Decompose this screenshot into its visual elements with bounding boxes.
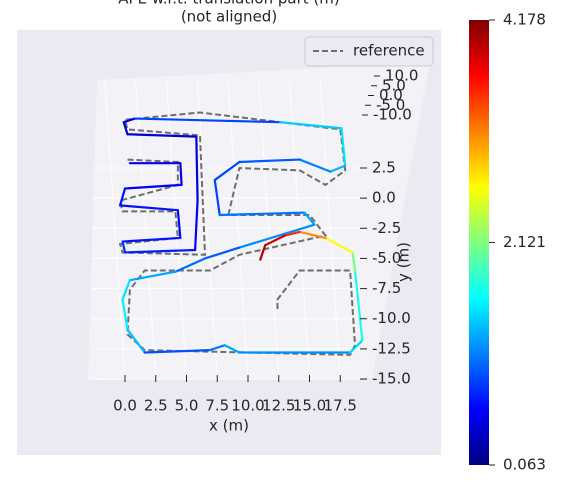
x-tick-label: 2.5 bbox=[144, 397, 168, 415]
colorbar-tick-label: 0.063 bbox=[503, 456, 546, 474]
grid-line bbox=[227, 81, 249, 379]
trajectory-segment bbox=[298, 230, 327, 240]
grid-line bbox=[166, 81, 187, 379]
z-tick-label: -5.0 bbox=[376, 96, 405, 114]
grid-line bbox=[258, 81, 280, 379]
trajectory-segment bbox=[128, 270, 177, 282]
x-tick-label: 7.5 bbox=[205, 397, 229, 415]
trajectory-segment bbox=[122, 121, 129, 136]
trajectory-segment bbox=[298, 158, 332, 173]
trajectory-segment bbox=[329, 164, 347, 173]
trajectory-segment bbox=[121, 279, 132, 301]
trajectory-segment bbox=[213, 178, 221, 217]
trajectory-segment bbox=[126, 133, 198, 138]
y-tick-label: 0.0 bbox=[372, 189, 396, 207]
colorbar bbox=[469, 20, 489, 465]
trajectory-segment bbox=[123, 248, 197, 254]
trajectory-segment bbox=[238, 223, 316, 249]
trajectory-segment bbox=[340, 127, 347, 167]
chart-subtitle: (not aligned) bbox=[181, 8, 277, 26]
y-tick-label: -2.5 bbox=[372, 219, 401, 237]
trajectory-segment bbox=[303, 211, 316, 226]
grid-line bbox=[196, 81, 218, 379]
trajectory-segment bbox=[118, 187, 127, 207]
x-tick-label: 5.0 bbox=[175, 397, 199, 415]
trajectory-segment bbox=[278, 121, 343, 130]
y-tick-label: -5.0 bbox=[372, 249, 401, 267]
colorbar-tick-label: 2.121 bbox=[503, 233, 546, 251]
trajectory-segment bbox=[348, 339, 364, 354]
trajectory-segment bbox=[264, 234, 286, 247]
trajectory-segment bbox=[223, 344, 241, 354]
trajectory-segment bbox=[238, 158, 301, 164]
trajectory-segment bbox=[126, 328, 146, 354]
legend-box bbox=[304, 36, 434, 67]
chart-title: APE w.r.t. translation part (m) bbox=[118, 0, 339, 8]
x-tick-label: 12.5 bbox=[262, 397, 295, 415]
trajectory-segment bbox=[213, 160, 241, 182]
trajectory-segment bbox=[122, 117, 136, 124]
z-tick-label: 0.0 bbox=[379, 86, 403, 104]
z-tick-label: 10.0 bbox=[385, 67, 418, 85]
trajectory-segment bbox=[121, 298, 129, 331]
trajectory-segment bbox=[176, 209, 182, 240]
pane bbox=[88, 62, 430, 380]
x-tick-label: 15.0 bbox=[293, 397, 326, 415]
z-tick-label: -10.0 bbox=[373, 106, 412, 124]
trajectory-segment bbox=[351, 251, 357, 272]
colorbar-tick-label: 4.178 bbox=[503, 11, 546, 29]
trajectory-segment bbox=[174, 257, 207, 273]
y-tick-label: -12.5 bbox=[372, 339, 411, 357]
trajectory-segment bbox=[123, 183, 183, 190]
x-tick-label: 10.0 bbox=[231, 397, 264, 415]
trajectory-segment bbox=[283, 230, 301, 237]
y-axis-label: y (m) bbox=[395, 242, 413, 282]
trajectory-segment bbox=[194, 199, 199, 252]
trajectory-segment bbox=[121, 236, 182, 243]
y-tick-label: 2.5 bbox=[372, 158, 396, 176]
x-tick-label: 17.5 bbox=[324, 397, 357, 415]
trajectory-segment bbox=[143, 348, 211, 354]
trajectory-segment bbox=[195, 135, 199, 202]
x-tick-label: 0.0 bbox=[113, 397, 137, 415]
trajectory-segment bbox=[218, 211, 306, 217]
trajectory-segment bbox=[133, 117, 282, 124]
legend-label: reference bbox=[353, 42, 425, 60]
legend: reference bbox=[304, 36, 434, 67]
y-tick-label: -10.0 bbox=[372, 309, 411, 327]
grid-line bbox=[319, 81, 341, 379]
y-tick-label: -7.5 bbox=[372, 279, 401, 297]
z-tick-label: 5.0 bbox=[382, 76, 406, 94]
trajectory-segment bbox=[179, 162, 183, 186]
trajectory-segment bbox=[118, 204, 179, 212]
grid-line bbox=[104, 81, 126, 379]
trajectory-segment bbox=[353, 269, 364, 342]
trajectory-segment bbox=[121, 240, 127, 254]
trajectory-segment bbox=[324, 236, 354, 254]
trajectory-segment bbox=[208, 344, 226, 352]
trajectory-segment bbox=[203, 246, 241, 260]
trajectory-segment bbox=[259, 244, 267, 261]
y-tick-label: -15.0 bbox=[372, 370, 411, 388]
x-axis-label: x (m) bbox=[209, 417, 249, 435]
